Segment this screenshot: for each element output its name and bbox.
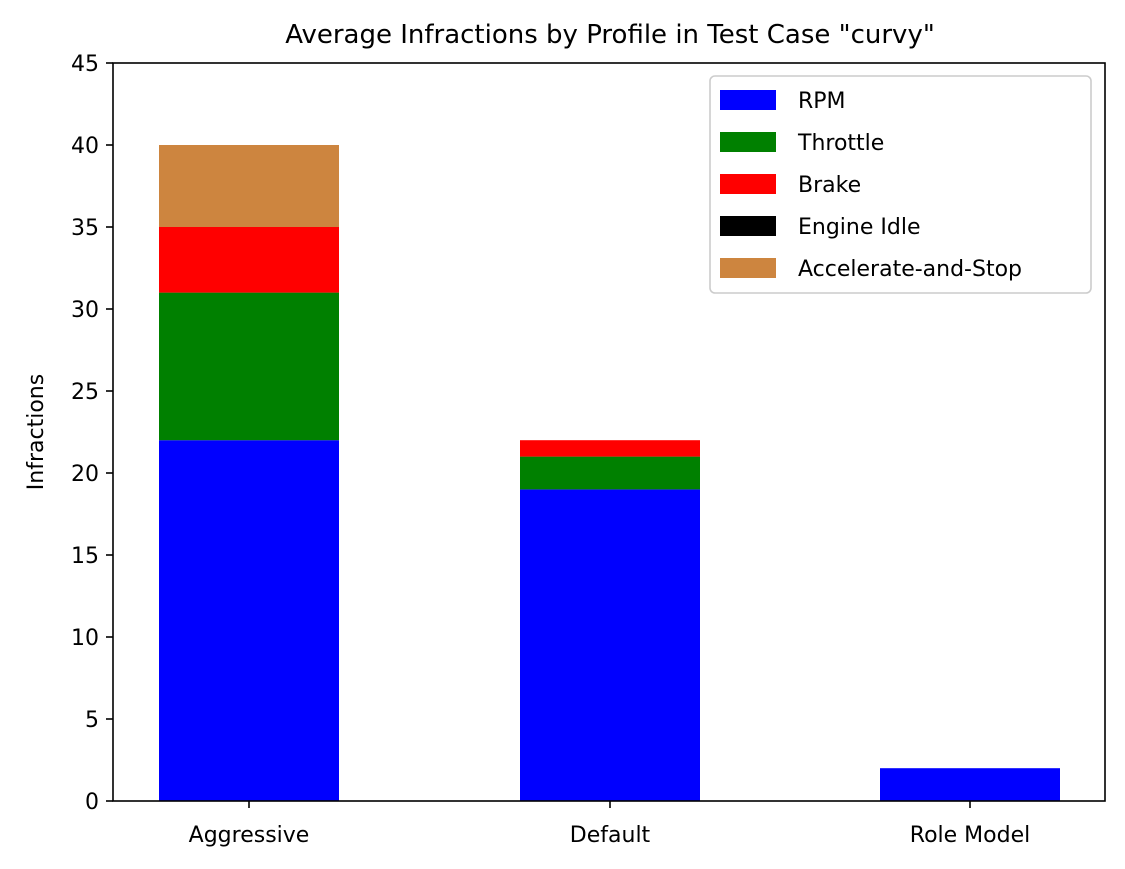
- x-tick-label: Role Model: [910, 823, 1030, 848]
- bars-layer: [159, 145, 1060, 801]
- y-tick-label: 35: [71, 216, 99, 241]
- bar-default-rpm: [520, 489, 700, 801]
- bar-aggressive-accelerate-and-stop: [159, 145, 339, 227]
- chart-title: Average Infractions by Profile in Test C…: [285, 20, 935, 50]
- legend-swatch: [720, 258, 776, 278]
- y-axis: 0 5 10 15 20 25 30 35 40 45: [71, 52, 113, 815]
- x-axis: Aggressive Default Role Model: [189, 801, 1030, 848]
- axes-frame: [112, 62, 1106, 802]
- legend-items: RPM Throttle Brake Engine Idle Accelerate-an…: [720, 89, 1022, 282]
- y-tick-label: 40: [71, 134, 99, 159]
- legend-swatch: [720, 174, 776, 194]
- legend-swatch: [720, 216, 776, 236]
- legend-label: Accelerate-and-Stop: [798, 257, 1022, 282]
- legend-label: Brake: [798, 173, 861, 198]
- legend-swatch: [720, 90, 776, 110]
- y-tick-label: 15: [71, 544, 99, 569]
- bar-aggressive-brake: [159, 227, 339, 293]
- legend-label: Throttle: [797, 131, 884, 156]
- legend: RPM Throttle Brake Engine Idle Accelerate-an…: [709, 75, 1092, 294]
- legend-label: Engine Idle: [798, 215, 921, 240]
- y-tick-label: 20: [71, 462, 99, 487]
- y-tick-label: 0: [85, 790, 99, 815]
- y-tick-label: 45: [71, 52, 99, 77]
- bar-aggressive-throttle: [159, 292, 339, 441]
- y-tick-label: 5: [85, 708, 99, 733]
- x-tick-label: Aggressive: [189, 823, 310, 848]
- bar-aggressive-rpm: [159, 440, 339, 801]
- legend-swatch: [720, 132, 776, 152]
- bar-role-model-rpm: [880, 768, 1060, 801]
- bar-default-throttle: [520, 456, 700, 490]
- legend-label: RPM: [798, 89, 846, 114]
- y-axis-label: Infractions: [24, 374, 49, 490]
- x-tick-label: Default: [570, 823, 651, 848]
- bar-default-brake: [520, 440, 700, 457]
- legend-frame: [709, 75, 1092, 294]
- y-tick-label: 30: [71, 298, 99, 323]
- y-tick-label: 25: [71, 380, 99, 405]
- y-tick-label: 10: [71, 626, 99, 651]
